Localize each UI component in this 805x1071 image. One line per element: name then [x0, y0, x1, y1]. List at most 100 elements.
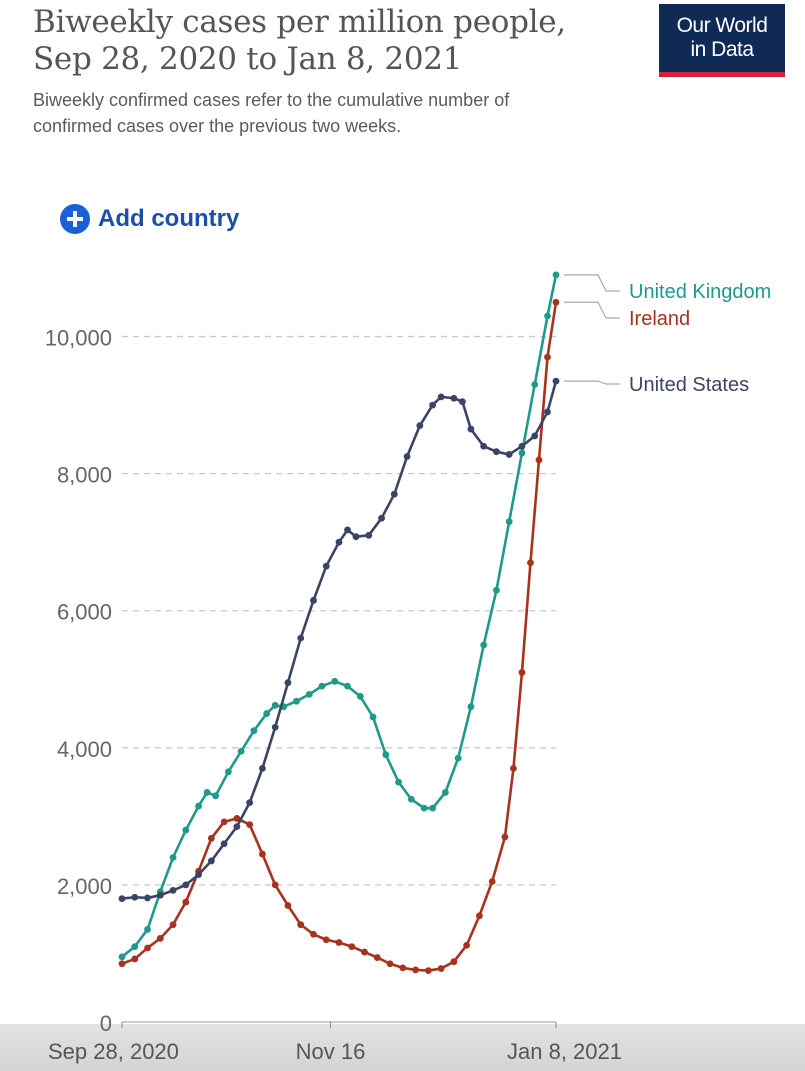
data-point[interactable] [535, 456, 543, 464]
data-point[interactable] [182, 881, 190, 889]
data-point[interactable] [386, 960, 394, 968]
data-point[interactable] [297, 634, 305, 642]
data-point[interactable] [501, 833, 509, 841]
data-point[interactable] [399, 964, 407, 972]
data-point[interactable] [454, 754, 462, 762]
data-point[interactable] [378, 514, 385, 522]
data-point[interactable] [450, 394, 458, 402]
data-point[interactable] [437, 965, 445, 972]
data-point[interactable] [488, 878, 496, 885]
data-point[interactable] [450, 958, 458, 966]
data-point[interactable] [544, 312, 551, 320]
data-point[interactable] [335, 939, 343, 946]
data-point[interactable] [518, 449, 526, 457]
series-label-ireland[interactable]: Ireland [629, 308, 690, 330]
data-point[interactable] [527, 559, 534, 567]
data-point[interactable] [271, 881, 279, 889]
data-point[interactable] [144, 894, 151, 902]
data-point[interactable] [458, 398, 466, 406]
data-point[interactable] [390, 490, 398, 498]
data-point[interactable] [552, 298, 560, 306]
data-point[interactable] [237, 747, 245, 755]
data-point[interactable] [169, 854, 177, 861]
data-point[interactable] [246, 799, 254, 807]
data-point[interactable] [271, 701, 279, 709]
data-point[interactable] [195, 871, 202, 879]
data-point[interactable] [131, 893, 139, 901]
data-point[interactable] [480, 442, 488, 450]
data-point[interactable] [322, 562, 330, 570]
data-point[interactable] [297, 921, 305, 929]
data-point[interactable] [233, 823, 241, 831]
data-point[interactable] [203, 788, 211, 796]
data-point[interactable] [531, 381, 539, 388]
data-point[interactable] [420, 804, 428, 812]
data-point[interactable] [552, 377, 560, 385]
data-point[interactable] [118, 953, 126, 961]
data-point[interactable] [395, 778, 402, 786]
series-line-united-kingdom[interactable] [121, 274, 558, 958]
data-point[interactable] [412, 966, 419, 974]
data-point[interactable] [207, 834, 215, 842]
data-point[interactable] [407, 795, 415, 803]
data-point[interactable] [310, 597, 317, 604]
data-point[interactable] [195, 802, 202, 810]
data-point[interactable] [131, 943, 139, 950]
data-point[interactable] [424, 967, 432, 974]
data-point[interactable] [544, 408, 551, 416]
data-point[interactable] [467, 425, 475, 433]
data-point[interactable] [169, 921, 177, 929]
data-point[interactable] [505, 518, 513, 526]
data-point[interactable] [169, 886, 177, 894]
data-point[interactable] [271, 723, 279, 731]
data-point[interactable] [144, 926, 151, 933]
data-point[interactable] [284, 679, 292, 687]
data-point[interactable] [365, 531, 373, 539]
data-point[interactable] [131, 955, 139, 963]
data-point[interactable] [356, 693, 364, 700]
data-point[interactable] [531, 432, 539, 440]
data-point[interactable] [182, 826, 190, 834]
data-point[interactable] [156, 891, 164, 899]
data-point[interactable] [505, 451, 513, 458]
data-point[interactable] [510, 764, 517, 772]
data-point[interactable] [335, 538, 343, 546]
data-point[interactable] [361, 948, 368, 956]
data-point[interactable] [429, 401, 437, 409]
data-point[interactable] [416, 422, 424, 430]
data-point[interactable] [305, 690, 313, 698]
data-point[interactable] [544, 353, 551, 361]
data-point[interactable] [352, 533, 360, 541]
data-point[interactable] [144, 944, 151, 952]
data-point[interactable] [212, 792, 220, 800]
data-point[interactable] [552, 271, 560, 279]
data-point[interactable] [246, 821, 254, 828]
data-point[interactable] [493, 586, 500, 594]
data-point[interactable] [322, 936, 330, 944]
data-point[interactable] [259, 764, 266, 772]
data-point[interactable] [463, 941, 471, 949]
data-point[interactable] [344, 682, 351, 690]
data-point[interactable] [182, 898, 190, 906]
series-label-united-kingdom[interactable]: United Kingdom [629, 281, 771, 303]
data-point[interactable] [284, 902, 292, 909]
data-point[interactable] [259, 850, 266, 858]
data-point[interactable] [233, 815, 241, 822]
data-point[interactable] [437, 393, 445, 401]
series-line-ireland[interactable] [121, 302, 558, 972]
owid-logo[interactable]: Our World in Data [659, 4, 785, 77]
series-line-united-states[interactable] [121, 380, 558, 900]
data-point[interactable] [369, 713, 377, 721]
data-point[interactable] [220, 840, 228, 848]
data-point[interactable] [493, 448, 500, 456]
data-point[interactable] [429, 804, 437, 812]
data-point[interactable] [518, 442, 526, 450]
data-point[interactable] [480, 641, 488, 649]
data-point[interactable] [118, 895, 126, 903]
data-point[interactable] [224, 768, 232, 776]
data-point[interactable] [476, 912, 483, 920]
data-point[interactable] [207, 857, 215, 865]
add-country-button[interactable]: Add country [60, 202, 239, 236]
data-point[interactable] [344, 526, 351, 534]
data-point[interactable] [403, 453, 411, 460]
